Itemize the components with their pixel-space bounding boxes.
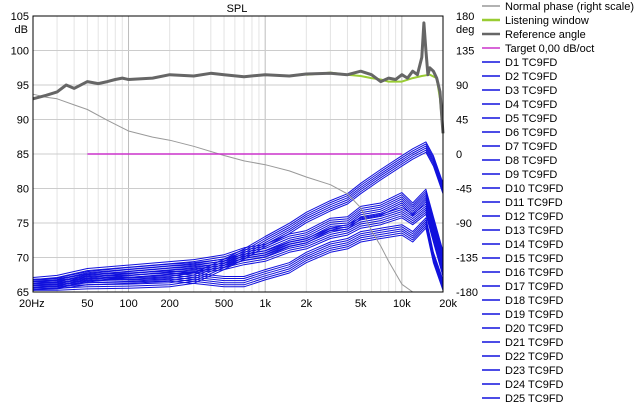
y-tick-label: 65 <box>17 287 29 299</box>
x-tick-label: 100 <box>119 298 137 310</box>
y-tick-label: 70 <box>17 253 29 265</box>
series-line-2 <box>32 21 445 134</box>
series-line-d21 <box>32 225 444 289</box>
series-line-d2 <box>33 149 444 289</box>
legend-label: D11 TC9FD <box>505 197 563 209</box>
y2-tick-label: 180 <box>456 11 474 23</box>
x-tick-label: 200 <box>160 298 178 310</box>
legend-label: D10 TC9FD <box>505 183 564 195</box>
x-tick-label: 5k <box>355 298 367 310</box>
series-line-d1 <box>33 151 444 291</box>
legend-label: D21 TC9FD <box>505 337 564 349</box>
y2-tick-label: -45 <box>456 184 472 196</box>
legend-label: D6 TC9FD <box>505 127 557 139</box>
y2-tick-label: 45 <box>456 115 468 127</box>
y2-tick-label: 135 <box>456 46 474 58</box>
x-tick-labels: 20Hz 50 100 200 500 1k 2k 5k 10k 20k <box>19 298 457 310</box>
series-line-d19 <box>32 203 444 281</box>
legend-label: D23 TC9FD <box>505 365 564 377</box>
series-line-d3 <box>33 147 444 287</box>
x-tick-label: 2k <box>301 298 313 310</box>
legend-label: D12 TC9FD <box>505 211 564 223</box>
legend-label: D8 TC9FD <box>505 155 557 167</box>
y2-tick-labels: 180 135 90 45 0 -45 -90 -135 -180 <box>456 11 478 299</box>
series-line-d5 <box>33 143 444 283</box>
y-tick-label: 95 <box>17 80 29 92</box>
legend-label: D2 TC9FD <box>505 71 557 83</box>
series-line-d25 <box>32 217 444 281</box>
y-tick-labels: 105 100 95 90 85 80 75 70 65 <box>11 11 29 299</box>
series-line-d13 <box>32 188 444 278</box>
y2-tick-label: 90 <box>456 80 468 92</box>
legend-label: D25 TC9FD <box>505 393 564 405</box>
y-axis-label: dB <box>15 24 28 36</box>
series-line-0 <box>32 93 426 293</box>
legend-label: Reference angle <box>505 29 586 41</box>
legend-label: D9 TC9FD <box>505 169 557 181</box>
x-tick-label: 10k <box>393 298 411 310</box>
x-tick-label: 20Hz <box>19 298 45 310</box>
legend-label: D17 TC9FD <box>505 281 564 293</box>
y2-tick-label: -90 <box>456 218 472 230</box>
legend-label: D5 TC9FD <box>505 113 557 125</box>
plot-frame <box>32 15 444 293</box>
legend-label: Target 0,00 dB/oct <box>505 43 594 55</box>
x-tick-label: 500 <box>215 298 233 310</box>
legend-label: D14 TC9FD <box>505 239 564 251</box>
legend-label: Listening window <box>505 15 589 27</box>
series-line-d20 <box>32 227 444 291</box>
legend-label: D20 TC9FD <box>505 323 564 335</box>
y-tick-label: 100 <box>11 46 29 58</box>
y2-axis-label: deg <box>456 24 474 36</box>
series-line-d24 <box>32 219 444 283</box>
y-tick-label: 80 <box>17 184 29 196</box>
y-tick-label: 105 <box>11 11 29 23</box>
series-line-1 <box>306 71 444 134</box>
y-tick-label: 90 <box>17 115 29 127</box>
legend-label: Normal phase (right scale) <box>505 1 634 13</box>
series-line-d4 <box>33 145 444 285</box>
legend-label: D3 TC9FD <box>505 85 557 97</box>
legend-label: D18 TC9FD <box>505 295 564 307</box>
series-line-d22 <box>32 223 444 287</box>
legend-label: D16 TC9FD <box>505 267 564 279</box>
y2-tick-label: -135 <box>456 253 478 265</box>
y2-tick-label: -180 <box>456 287 478 299</box>
series-line-d17 <box>32 207 444 285</box>
legend: Normal phase (right scale) Listening wind… <box>482 1 634 405</box>
y-tick-label: 75 <box>17 218 29 230</box>
y2-tick-label: 0 <box>456 149 462 161</box>
legend-label: D15 TC9FD <box>505 253 564 265</box>
chart-title: SPL <box>227 3 248 15</box>
x-tick-label: 20k <box>439 298 457 310</box>
series-layer <box>32 21 445 293</box>
series-line-d23 <box>32 221 444 285</box>
legend-label: D22 TC9FD <box>505 351 564 363</box>
legend-label: D19 TC9FD <box>505 309 564 321</box>
legend-label: D4 TC9FD <box>505 99 557 111</box>
legend-label: D24 TC9FD <box>505 379 564 391</box>
legend-label: D7 TC9FD <box>505 141 557 153</box>
x-tick-label: 1k <box>259 298 271 310</box>
series-line-d18 <box>32 205 444 283</box>
legend-label: D1 TC9FD <box>505 57 557 69</box>
y-tick-label: 85 <box>17 149 29 161</box>
x-tick-label: 50 <box>81 298 93 310</box>
legend-label: D13 TC9FD <box>505 225 564 237</box>
